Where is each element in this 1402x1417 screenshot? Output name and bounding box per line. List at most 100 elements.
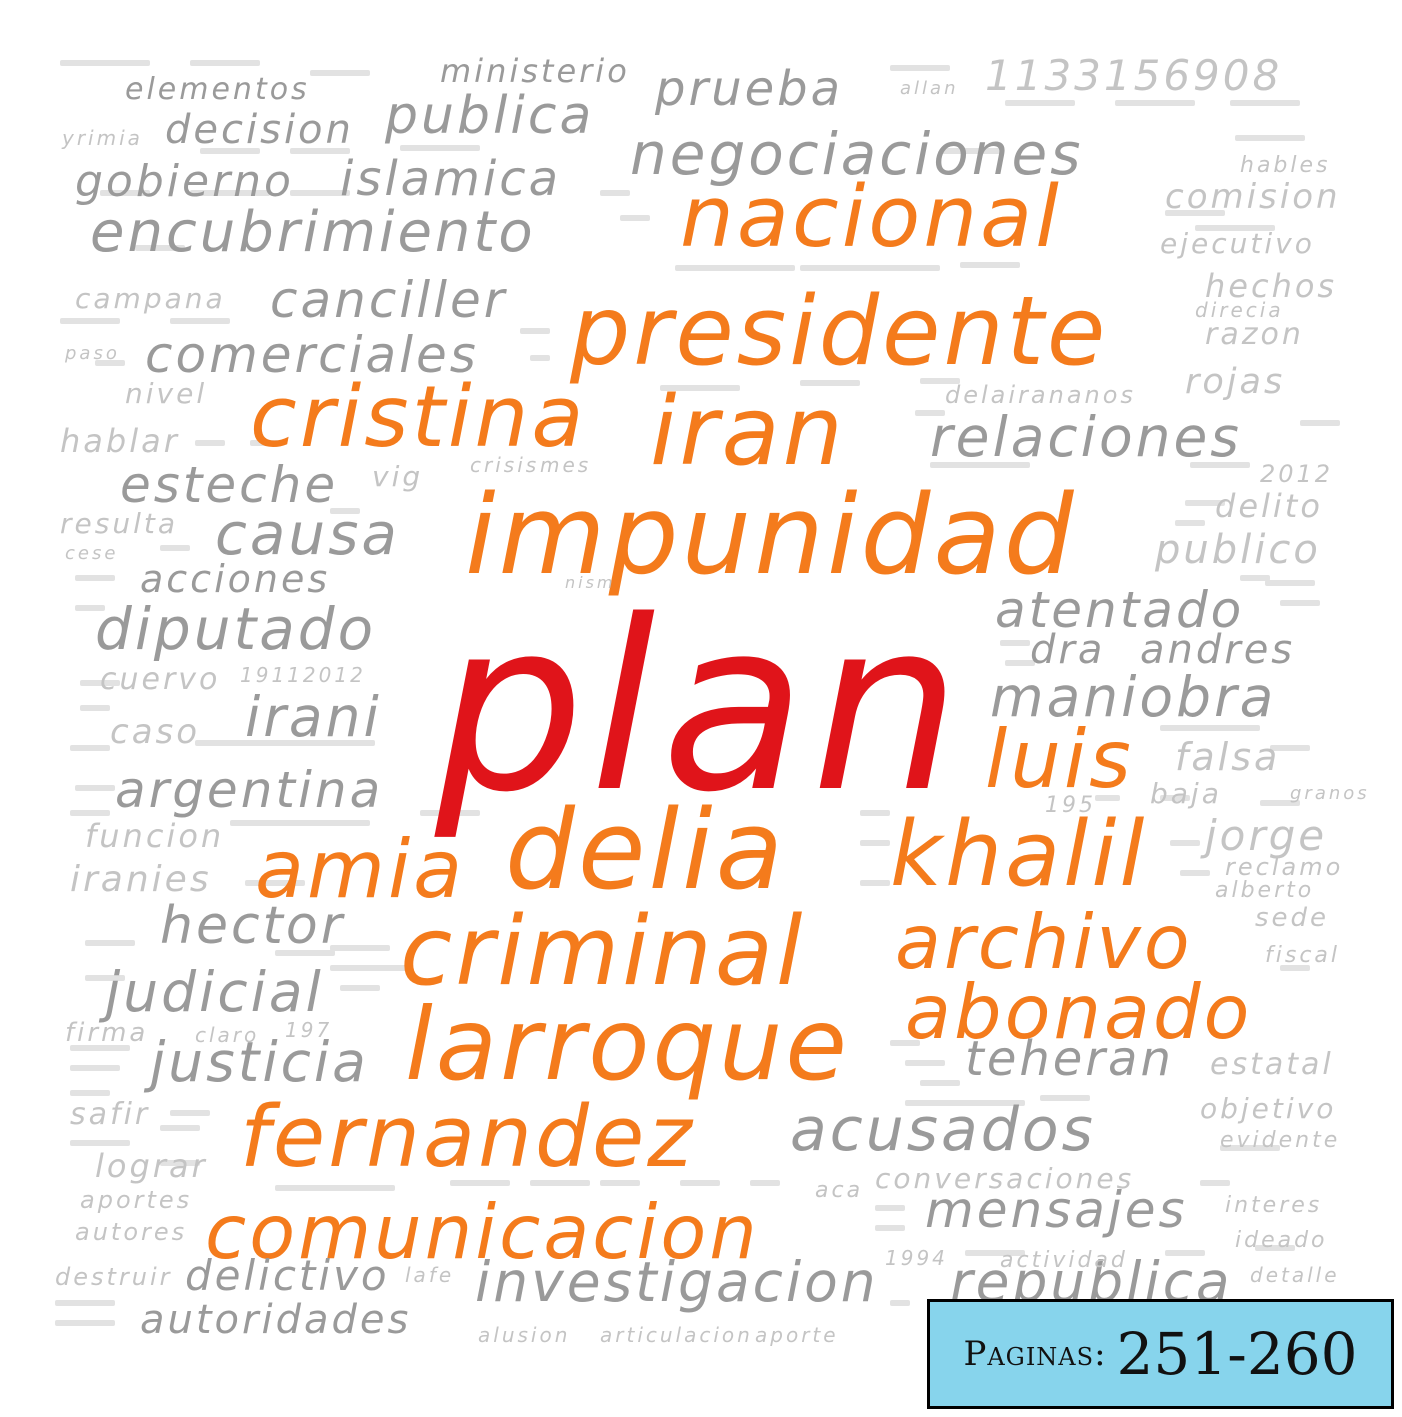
word-prueba: prueba: [655, 61, 844, 117]
microtext-smudge: [245, 880, 305, 886]
microtext-smudge: [340, 985, 380, 991]
microtext-smudge: [1185, 500, 1225, 506]
word-falsa: falsa: [1175, 735, 1281, 779]
microtext-smudge: [800, 265, 940, 271]
microtext-smudge: [1195, 225, 1275, 231]
microtext-smudge: [920, 378, 960, 384]
word-ministerio: ministerio: [440, 52, 630, 90]
microtext-smudge: [70, 810, 110, 816]
microtext-smudge: [160, 545, 190, 551]
word-actividad: actividad: [1000, 1248, 1128, 1273]
microtext-smudge: [1265, 580, 1315, 586]
microtext-smudge: [1040, 1095, 1090, 1101]
word-larroque: larroque: [405, 986, 850, 1103]
microtext-smudge: [330, 508, 360, 514]
microtext-smudge: [230, 820, 370, 826]
microtext-smudge: [75, 785, 115, 791]
microtext-smudge: [965, 1250, 1025, 1256]
word-delairananos: delairananos: [945, 381, 1136, 409]
word-alusion: alusion: [478, 1323, 571, 1347]
word-firma: firma: [65, 1018, 149, 1048]
microtext-smudge: [860, 840, 890, 846]
microtext-smudge: [1175, 520, 1205, 526]
word-esteche: esteche: [120, 456, 339, 514]
microtext-smudge: [875, 1205, 905, 1211]
word-delito: delito: [1215, 487, 1323, 525]
microtext-smudge: [960, 262, 1020, 268]
word-2012: 2012: [1260, 460, 1334, 488]
microtext-smudge: [890, 65, 950, 71]
microtext-smudge: [800, 380, 860, 386]
word-autoridades: autoridades: [140, 1297, 412, 1343]
microtext-smudge: [860, 810, 890, 816]
word-rojas: rojas: [1185, 362, 1286, 402]
word-nism: nism: [565, 573, 616, 592]
microtext-smudge: [940, 148, 1000, 154]
microtext-smudge: [290, 148, 350, 154]
word-hables: hables: [1240, 153, 1331, 178]
microtext-smudge: [1280, 600, 1320, 606]
word-presidente: presidente: [570, 277, 1109, 387]
microtext-smudge: [170, 1110, 210, 1116]
microtext-smudge: [1005, 100, 1075, 106]
word-crisis: crisis: [470, 453, 540, 477]
microtext-smudge: [195, 740, 375, 746]
word-khalil: khalil: [890, 802, 1148, 907]
word-jorge: jorge: [1205, 811, 1328, 860]
microtext-smudge: [330, 945, 390, 951]
word-allan: allan: [900, 78, 959, 99]
word-negociaciones: negociaciones: [630, 120, 1084, 188]
word-ejecutivo: ejecutivo: [1160, 227, 1315, 260]
word-caso: caso: [110, 712, 201, 752]
word-justicia: justicia: [150, 1030, 369, 1094]
microtext-smudge: [1095, 795, 1120, 801]
word-andres: andres: [1140, 627, 1296, 673]
word-canciller: canciller: [270, 271, 508, 329]
microtext-smudge: [70, 1090, 110, 1096]
word-iran: iran: [650, 377, 846, 487]
word-luis: luis: [985, 713, 1134, 806]
microtext-smudge: [890, 1300, 910, 1306]
word-archivo: archivo: [895, 898, 1193, 986]
microtext-smudge: [1220, 1145, 1280, 1151]
word-abonado: abonado: [905, 968, 1253, 1056]
microtext-smudge: [400, 145, 480, 151]
word-destruir: destruir: [55, 1263, 173, 1291]
word-mes: mes: [540, 453, 592, 477]
microtext-smudge: [920, 1080, 960, 1086]
word-interes: interes: [1225, 1193, 1323, 1218]
microtext-smudge: [1260, 800, 1300, 806]
microtext-smudge: [450, 1180, 510, 1186]
microtext-smudge: [530, 1180, 590, 1186]
word-publico: publico: [1155, 527, 1321, 573]
word-cese: cese: [65, 543, 119, 564]
microtext-smudge: [310, 70, 370, 76]
word-encubrimiento: encubrimiento: [90, 200, 536, 265]
word-atentado: atentado: [995, 581, 1245, 639]
microtext-smudge: [1160, 725, 1260, 731]
word-delia: delia: [505, 786, 787, 914]
word-cristina: cristina: [250, 368, 587, 467]
microtext-smudge: [100, 190, 150, 196]
word-nacional: nacional: [680, 168, 1062, 267]
microtext-smudge: [60, 318, 120, 324]
word-islamica: islamica: [340, 151, 561, 207]
word-claro: claro: [195, 1023, 260, 1047]
microtext-smudge: [70, 745, 110, 751]
word-amia: amia: [255, 823, 466, 916]
microtext-smudge: [55, 1320, 115, 1326]
microtext-smudge: [530, 355, 550, 361]
microtext-smudge: [1170, 840, 1200, 846]
word-hablar: hablar: [60, 422, 180, 460]
word-alberto: alberto: [1215, 878, 1315, 903]
word-irani: irani: [245, 685, 382, 749]
word-nivel: nivel: [125, 377, 208, 410]
microtext-smudge: [1005, 660, 1035, 666]
microtext-smudge: [1270, 745, 1310, 751]
microtext-smudge: [1200, 1180, 1230, 1186]
word-detalle: detalle: [1250, 1263, 1340, 1287]
word-campana: campana: [75, 282, 226, 315]
microtext-smudge: [1190, 462, 1250, 468]
microtext-smudge: [250, 440, 280, 446]
word-articulacion: articulacion: [600, 1323, 753, 1347]
